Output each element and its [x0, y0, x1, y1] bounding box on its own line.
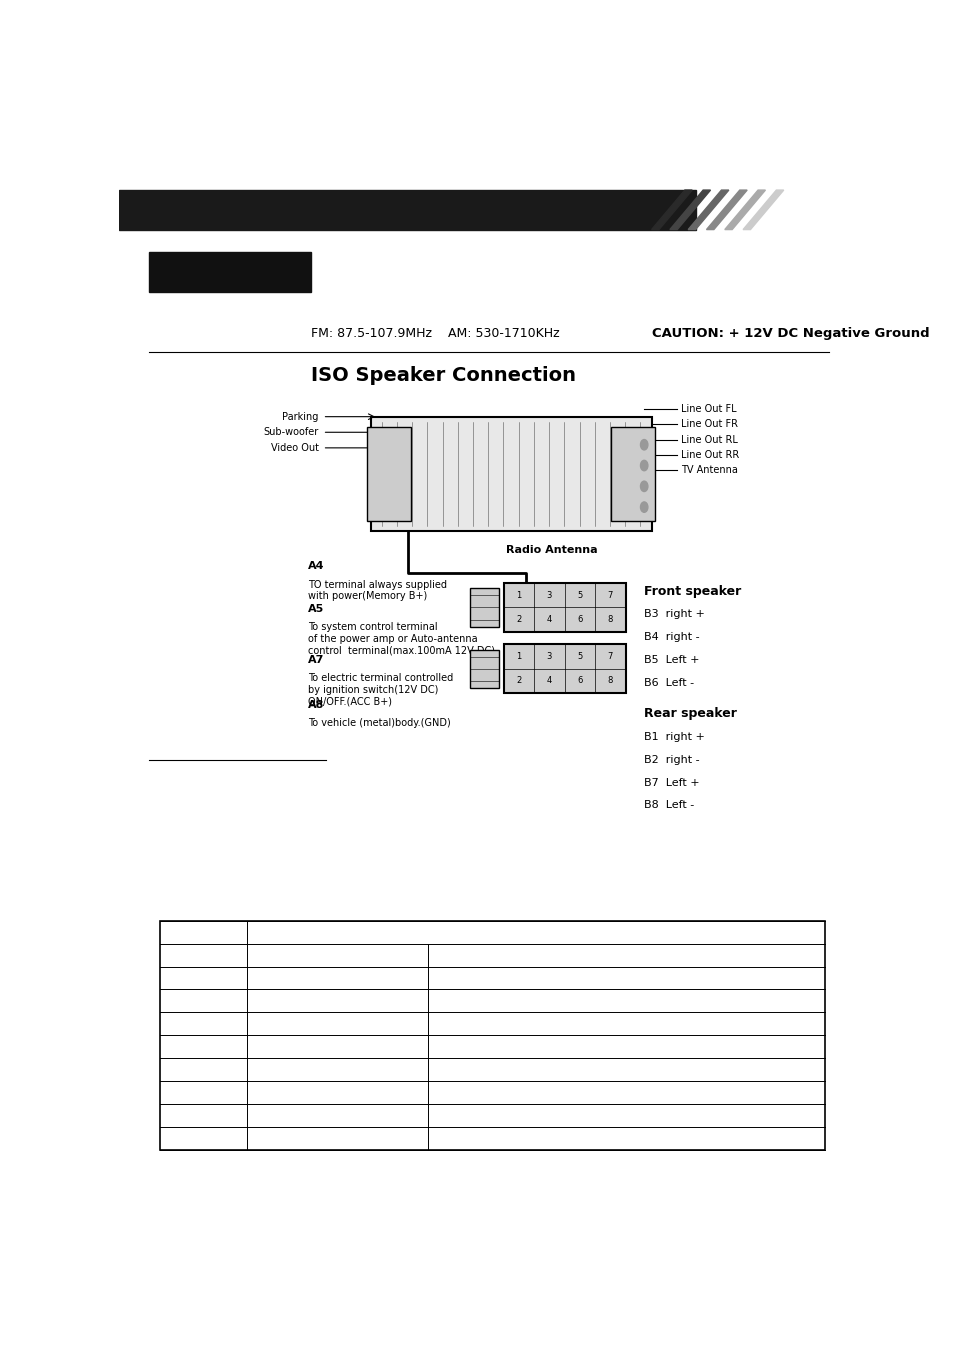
Text: 7: 7	[607, 652, 613, 662]
Text: 1: 1	[516, 652, 521, 662]
Bar	[367, 427, 411, 521]
Text: A8: A8	[308, 699, 324, 710]
Text: B1  right +: B1 right +	[643, 732, 704, 742]
Circle shape	[639, 440, 647, 450]
Polygon shape	[651, 190, 692, 230]
Text: Rear speaker: Rear speaker	[643, 707, 737, 721]
Text: B7  Left +: B7 Left +	[643, 778, 700, 787]
Text: B: B	[476, 601, 486, 614]
Bar	[119, 190, 696, 230]
Text: 2: 2	[516, 676, 521, 686]
Polygon shape	[724, 190, 764, 230]
Circle shape	[639, 502, 647, 512]
Text: A7: A7	[308, 655, 324, 666]
Text: B2  right -: B2 right -	[643, 755, 700, 764]
Text: Parking: Parking	[282, 412, 318, 421]
Text: 3: 3	[546, 652, 552, 662]
Text: Line Out FL: Line Out FL	[680, 405, 736, 414]
Bar	[503, 583, 625, 632]
Text: To system control terminal
of the power amp or Auto-antenna
control  terminal(ma: To system control terminal of the power …	[308, 622, 495, 656]
Text: To electric terminal controlled
by ignition switch(12V DC)
ON/OFF.(ACC B+): To electric terminal controlled by ignit…	[308, 674, 453, 706]
Text: 8: 8	[607, 616, 613, 624]
Bar	[470, 589, 498, 626]
Polygon shape	[669, 190, 710, 230]
Text: FM: 87.5-107.9MHz    AM: 530-1710KHz: FM: 87.5-107.9MHz AM: 530-1710KHz	[311, 327, 559, 340]
Bar	[160, 921, 824, 1150]
Text: 1: 1	[516, 591, 521, 599]
Text: 5: 5	[577, 591, 582, 599]
Polygon shape	[687, 190, 728, 230]
Text: 3: 3	[546, 591, 552, 599]
Text: Video Out: Video Out	[271, 443, 318, 452]
Text: 7: 7	[607, 591, 613, 599]
Text: Line Out RR: Line Out RR	[680, 450, 739, 460]
Text: TO terminal always supplied
with power(Memory B+): TO terminal always supplied with power(M…	[308, 580, 446, 602]
Polygon shape	[706, 190, 746, 230]
Text: CAUTION: + 12V DC Negative Ground: CAUTION: + 12V DC Negative Ground	[651, 327, 928, 340]
Text: A: A	[476, 663, 486, 675]
Bar	[503, 644, 625, 693]
Text: B5  Left +: B5 Left +	[643, 655, 699, 666]
Text: ISO Speaker Connection: ISO Speaker Connection	[311, 366, 576, 385]
Text: 4: 4	[546, 616, 552, 624]
Text: B6  Left -: B6 Left -	[643, 678, 694, 687]
Bar	[610, 427, 655, 521]
Text: 5: 5	[577, 652, 582, 662]
Polygon shape	[742, 190, 783, 230]
Text: TV Antenna: TV Antenna	[680, 464, 738, 475]
Circle shape	[639, 481, 647, 491]
Text: 6: 6	[577, 616, 582, 624]
Text: 6: 6	[577, 676, 582, 686]
Bar	[149, 252, 311, 292]
Text: Line Out FR: Line Out FR	[680, 418, 738, 429]
Bar	[470, 649, 498, 688]
Text: A5: A5	[308, 603, 324, 614]
Text: B8  Left -: B8 Left -	[643, 801, 694, 810]
Text: 2: 2	[516, 616, 521, 624]
Text: Front speaker: Front speaker	[643, 585, 740, 598]
Bar	[370, 417, 651, 531]
Text: B3  right +: B3 right +	[643, 609, 704, 620]
Circle shape	[639, 460, 647, 471]
Text: A4: A4	[308, 562, 324, 571]
Text: 8: 8	[607, 676, 613, 686]
Text: Sub-woofer: Sub-woofer	[263, 427, 318, 437]
Text: 4: 4	[546, 676, 552, 686]
Text: To vehicle (metal)body.(GND): To vehicle (metal)body.(GND)	[308, 718, 450, 728]
Text: B4  right -: B4 right -	[643, 632, 700, 643]
Text: Line Out RL: Line Out RL	[680, 435, 738, 444]
Text: Radio Antenna: Radio Antenna	[505, 545, 597, 555]
